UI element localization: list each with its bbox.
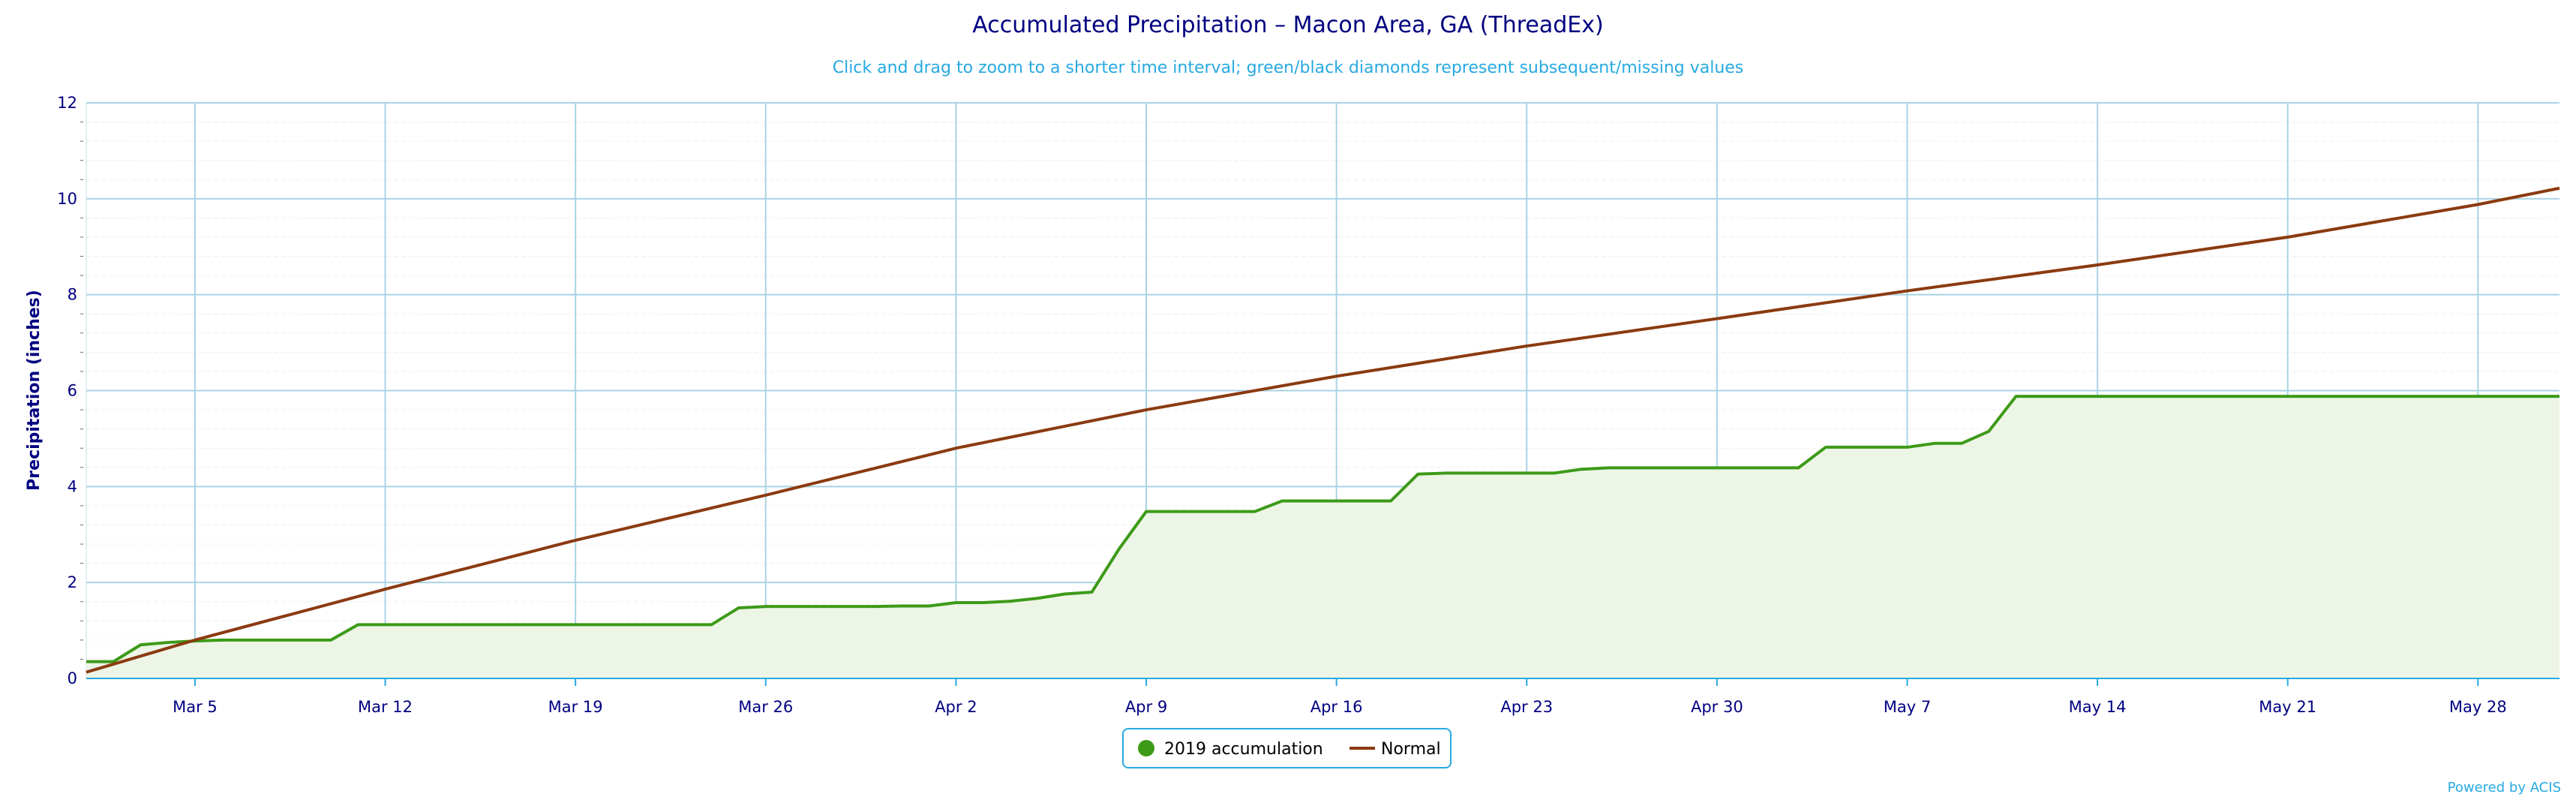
legend-item-normal[interactable]: Normal — [1350, 740, 1441, 759]
legend[interactable]: 2019 accumulation Normal — [1122, 728, 1452, 768]
series-2019-accumulation-line — [86, 395, 2559, 663]
y-tick-label: 6 — [68, 382, 77, 400]
credit-link[interactable]: Powered by ACIS — [2448, 780, 2561, 795]
x-tick-label: Mar 12 — [358, 698, 413, 716]
chart-subtitle: Click and drag to zoom to a shorter time… — [833, 59, 1744, 77]
x-tick-label: May 21 — [2259, 698, 2316, 716]
legend-label-2019-accumulation: 2019 accumulation — [1164, 740, 1323, 759]
legend-label-normal: Normal — [1381, 740, 1441, 759]
y-tick-label: 10 — [57, 190, 77, 208]
legend-marker-2019-accumulation-icon — [1138, 740, 1154, 756]
series-normal-line — [86, 186, 2560, 674]
x-tick-label: Apr 9 — [1125, 698, 1167, 716]
y-tick-label: 8 — [68, 286, 77, 304]
axis-layer: 0 2 4 6 8 10 12 Mar 5 Mar 12 Mar 19 Mar 26 Apr 2 Apr… — [57, 94, 2559, 716]
x-tick-label: Apr 2 — [935, 698, 977, 716]
x-tick-label: May 14 — [2069, 698, 2127, 716]
legend-item-2019-accumulation[interactable]: 2019 accumulation — [1138, 740, 1323, 759]
y-tick-label: 12 — [57, 94, 77, 112]
x-tick-label: Apr 30 — [1691, 698, 1743, 716]
y-axis-title: Precipitation (inches) — [25, 290, 44, 491]
series-2019-accumulation-area — [86, 396, 2559, 678]
y-tick-label: 0 — [68, 669, 77, 687]
legend-box — [1122, 728, 1452, 768]
chart-title: Accumulated Precipitation – Macon Area, … — [972, 12, 1603, 38]
x-tick-label: May 7 — [1884, 698, 1931, 716]
y-tick-label: 4 — [68, 477, 77, 495]
x-tick-label: Apr 23 — [1500, 698, 1553, 716]
y-tick-label: 2 — [68, 573, 77, 591]
x-tick-label: Apr 16 — [1311, 698, 1363, 716]
x-tick-label: Mar 5 — [173, 698, 218, 716]
series-layer[interactable] — [86, 186, 2560, 678]
x-tick-label: Mar 19 — [548, 698, 603, 716]
x-tick-label: Mar 26 — [738, 698, 793, 716]
x-tick-label: May 28 — [2449, 698, 2507, 716]
